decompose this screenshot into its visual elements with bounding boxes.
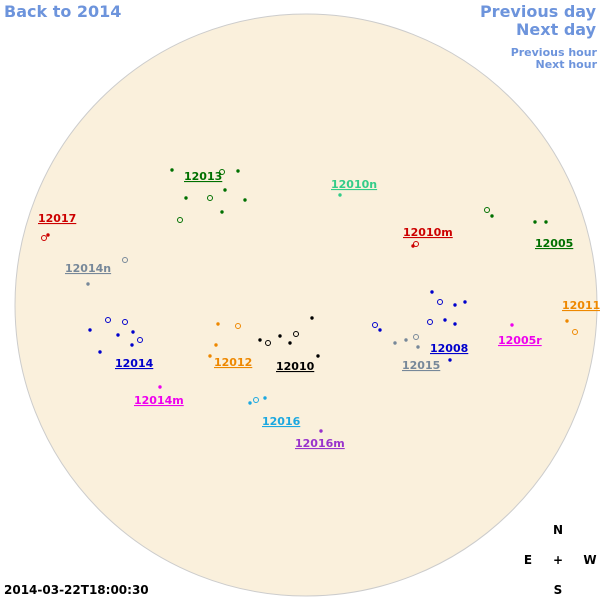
sunspot [177,217,183,223]
sunspot [319,429,323,433]
sunspot [122,257,128,263]
compass-center: + [553,553,563,567]
sunspot [248,401,252,405]
sunspot [484,207,490,213]
region-label[interactable]: 12014m [134,394,184,407]
sunspot [253,397,259,403]
region-label[interactable]: 12005r [498,334,542,347]
sunspot [404,338,408,342]
sunspot [184,196,188,200]
sunspot [427,319,433,325]
sunspot [130,343,134,347]
sunspot [448,358,452,362]
sunspot [219,169,225,175]
timestamp: 2014-03-22T18:00:30 [4,583,149,597]
next-hour-link[interactable]: Next hour [536,58,598,71]
sunspot [46,233,50,237]
sunspot [413,241,419,247]
sunspot [235,323,241,329]
back-link[interactable]: Back to 2014 [4,2,121,21]
sunspot [453,322,457,326]
sunspot [263,396,267,400]
solar-disk [14,13,598,597]
region-label[interactable]: 12010m [403,226,453,239]
sunspot [338,193,342,197]
compass-north: N [553,523,563,537]
region-label[interactable]: 12010n [331,178,377,191]
sunspot [258,338,262,342]
sunspot [41,235,47,241]
sunspot [131,330,135,334]
region-label[interactable]: 12017 [38,212,76,225]
sunspot [453,303,457,307]
region-label[interactable]: 12015 [402,359,440,372]
sunspot [544,220,548,224]
region-label[interactable]: 12016m [295,437,345,450]
sunspot [430,290,434,294]
sunspot [220,210,224,214]
sunspot [98,350,102,354]
sunspot [378,328,382,332]
sunspot [310,316,314,320]
compass-south: S [554,583,563,597]
sunspot [208,354,212,358]
sunspot [265,340,271,346]
sunspot [223,188,227,192]
sunspot [443,318,447,322]
sunspot [278,334,282,338]
sunspot [572,329,578,335]
region-label[interactable]: 12016 [262,415,301,428]
sunspot [393,341,397,345]
sunspot [158,385,162,389]
region-label[interactable]: 12010 [276,360,315,373]
region-label[interactable]: 12012 [214,356,252,369]
compass-west: W [583,553,596,567]
region-label[interactable]: 12005 [535,237,573,250]
region-label[interactable]: 12014 [115,357,154,370]
sunspot [88,328,92,332]
sunspot [216,322,220,326]
sunspot [86,282,90,286]
sunspot [533,220,537,224]
sunspot [293,331,299,337]
sunspot [463,300,467,304]
region-label[interactable]: 12008 [430,342,468,355]
region-label[interactable]: 12013 [184,170,222,183]
region-label[interactable]: 12011 [562,299,600,312]
sunspot [288,341,292,345]
sunspot [243,198,247,202]
sunspot [490,214,494,218]
sunspot [116,333,120,337]
sunspot [137,337,143,343]
sunspot [236,169,240,173]
compass-east: E [524,553,532,567]
sunspot [170,168,174,172]
sunspot [437,299,443,305]
next-day-link[interactable]: Next day [516,20,597,39]
sunspot [416,345,420,349]
sunspot [372,322,378,328]
previous-day-link[interactable]: Previous day [480,2,597,21]
sunspot [105,317,111,323]
previous-hour-link[interactable]: Previous hour [511,46,598,59]
region-label[interactable]: 12014n [65,262,111,275]
sunspot [510,323,514,327]
sunspot [316,354,320,358]
sunspot [207,195,213,201]
sunspot [565,319,569,323]
sunspot [214,343,218,347]
sunspot [413,334,419,340]
sunspot [122,319,128,325]
